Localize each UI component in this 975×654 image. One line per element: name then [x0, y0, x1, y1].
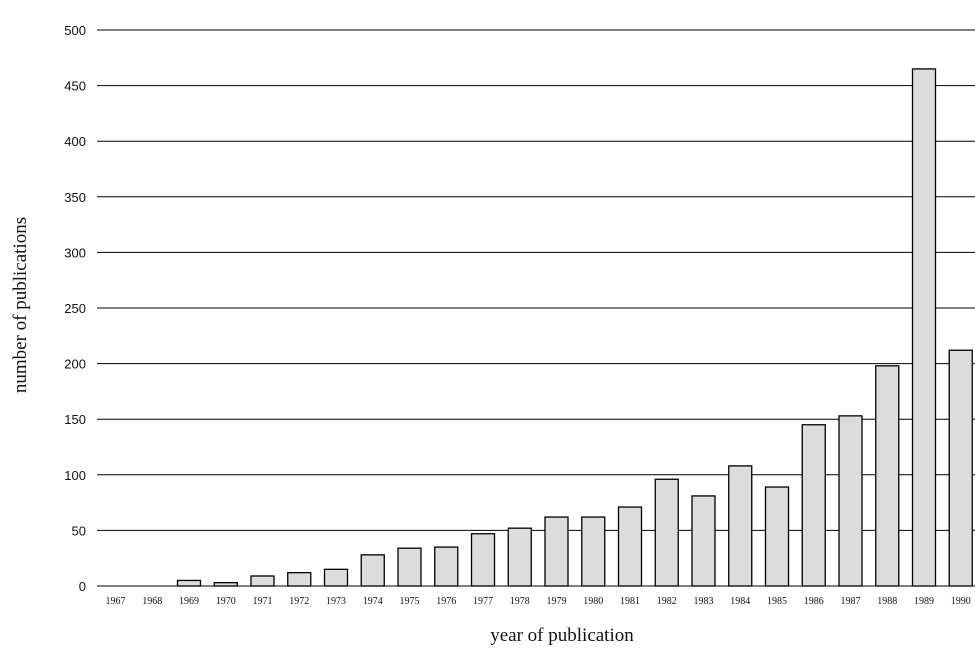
bar-1984	[728, 465, 753, 587]
x-tick-label: 1978	[510, 596, 530, 607]
y-tick-label: 100	[64, 468, 86, 483]
bar-1970	[213, 582, 238, 587]
x-tick-labels: 1967 1968 1969 1970 1971 1972 1973 1974 1975 1976…	[106, 596, 971, 607]
bar-1979	[544, 516, 569, 587]
x-tick-label: 1969	[179, 596, 199, 607]
x-tick-label: 1987	[841, 596, 861, 607]
y-tick-label: 450	[64, 79, 86, 94]
bar-1971	[250, 575, 275, 587]
y-tick-label: 200	[64, 357, 86, 372]
x-axis-label: year of publication	[490, 625, 634, 646]
bar-1980	[581, 516, 606, 587]
y-tick-label: 250	[64, 301, 86, 316]
bar-1977	[470, 533, 496, 587]
bar-1985	[764, 486, 790, 587]
bars	[176, 68, 973, 587]
x-tick-label: 1967	[106, 596, 126, 607]
x-tick-label: 1972	[289, 596, 309, 607]
y-tick-labels: 0 50 100 150 200 250 300 350 400 450 500	[64, 23, 86, 594]
y-tick-label: 500	[64, 23, 86, 38]
bar-1988	[875, 365, 900, 587]
bar-1978	[507, 527, 532, 587]
bar-1986	[801, 424, 826, 587]
y-tick-label: 400	[64, 134, 86, 149]
bar-1982	[654, 478, 679, 587]
y-axis-label: number of publications	[10, 217, 31, 393]
bar-1976	[434, 546, 459, 587]
bar-1981	[617, 506, 643, 587]
x-tick-label: 1983	[694, 596, 714, 607]
bar-1983	[691, 495, 716, 587]
x-tick-label: 1977	[473, 596, 493, 607]
x-tick-label: 1988	[877, 596, 897, 607]
x-tick-label: 1981	[620, 596, 640, 607]
x-tick-label: 1970	[216, 596, 236, 607]
y-tick-label: 150	[64, 412, 86, 427]
x-tick-label: 1989	[914, 596, 934, 607]
x-tick-label: 1971	[253, 596, 273, 607]
x-tick-label: 1986	[804, 596, 824, 607]
y-tick-label: 50	[72, 523, 86, 538]
y-tick-label: 350	[64, 190, 86, 205]
bar-1989	[911, 68, 937, 587]
x-tick-label: 1985	[767, 596, 787, 607]
x-tick-label: 1982	[657, 596, 677, 607]
x-tick-label: 1975	[400, 596, 420, 607]
x-tick-label: 1990	[951, 596, 971, 607]
x-tick-label: 1976	[436, 596, 456, 607]
bar-1972	[287, 572, 312, 587]
bar-1969	[176, 579, 202, 587]
bar-1990	[948, 349, 973, 587]
bar-1975	[397, 547, 422, 587]
x-tick-label: 1979	[547, 596, 567, 607]
x-tick-label: 1973	[326, 596, 346, 607]
bar-1974	[360, 554, 385, 587]
bar-1987	[838, 415, 863, 587]
y-tick-label: 300	[64, 245, 86, 260]
gridlines	[97, 29, 975, 587]
x-tick-label: 1984	[730, 596, 750, 607]
bar-1973	[323, 568, 349, 587]
x-tick-label: 1980	[583, 596, 603, 607]
y-tick-label: 0	[79, 579, 86, 594]
x-tick-label: 1974	[363, 596, 383, 607]
x-tick-label: 1968	[142, 596, 162, 607]
